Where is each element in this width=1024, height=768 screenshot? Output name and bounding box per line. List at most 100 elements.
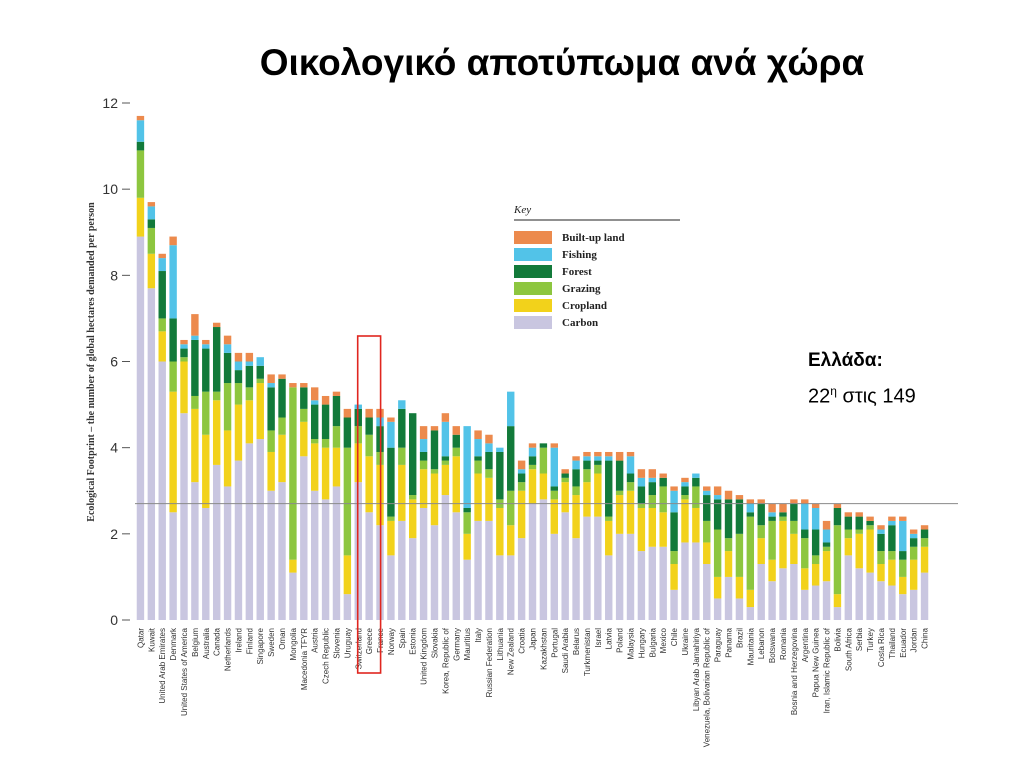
bar-segment-fishing <box>234 361 243 371</box>
x-tick-label: Slovakia <box>431 627 440 658</box>
x-tick-label: Russian Federation <box>485 628 494 697</box>
bar-segment-cropland <box>256 383 264 440</box>
bar-segment-cropland <box>387 520 395 556</box>
x-tick-label: Serbia <box>855 627 864 651</box>
bar-segment-forest <box>790 503 798 521</box>
bar-segment-built-up-land <box>485 434 493 444</box>
bar-segment-grazing <box>615 490 624 496</box>
bar-segment-forest <box>681 486 689 496</box>
x-tick-label: Ukraine <box>681 627 690 655</box>
bar-segment-carbon <box>713 598 722 620</box>
legend-swatch-cropland <box>514 299 552 312</box>
bar-segment-carbon <box>310 490 319 620</box>
bar-segment-built-up-land <box>474 430 482 440</box>
bar-segment-forest <box>278 378 286 418</box>
bar-segment-cropland <box>724 551 733 577</box>
bar-segment-grazing <box>474 460 482 474</box>
bar-segment-carbon <box>223 486 232 620</box>
x-tick-label: Chile <box>670 627 679 646</box>
bar-segment-carbon <box>441 495 450 620</box>
x-tick-label: Ecuador <box>899 628 908 658</box>
bar-segment-grazing <box>485 469 493 478</box>
bar-segment-fishing <box>528 447 537 457</box>
bar-segment-carbon <box>452 512 460 620</box>
bar-segment-carbon <box>626 533 635 620</box>
bar-segment-carbon <box>463 559 471 620</box>
x-tick-label: Slovenia <box>333 627 342 658</box>
bar-segment-fishing <box>888 520 896 526</box>
bar-segment-grazing <box>202 391 210 435</box>
x-tick-label: Norway <box>387 628 396 655</box>
bar-segment-fishing <box>822 529 831 543</box>
y-tick-label: 2 <box>110 526 118 542</box>
bar-segment-built-up-land <box>909 529 918 534</box>
bar-segment-forest <box>779 512 787 517</box>
x-tick-label: South Africa <box>844 627 853 671</box>
x-tick-label: Hungary <box>637 628 646 658</box>
bar-segment-forest <box>746 512 755 517</box>
bar-segment-built-up-land <box>888 516 896 521</box>
bar-segment-carbon <box>724 576 733 620</box>
bar-segment-cropland <box>594 473 602 517</box>
bar-segment-cropland <box>801 568 809 590</box>
x-tick-label: New Zealand <box>507 628 516 675</box>
bar-segment-forest <box>877 533 885 552</box>
bar-segment-carbon <box>899 594 907 620</box>
bar-segment-forest <box>648 482 656 496</box>
bar-segment-built-up-land <box>899 516 907 521</box>
bar-segment-built-up-land <box>626 451 635 457</box>
bar-segment-cropland <box>409 499 417 539</box>
x-tick-label: Papua New Guinea <box>812 627 821 697</box>
bar-segment-carbon <box>278 482 286 620</box>
bar-segment-carbon <box>398 520 406 620</box>
x-tick-label: Estonia <box>409 627 418 654</box>
slide-title: Οικολογικό αποτύπωμα ανά χώρα <box>259 42 865 83</box>
bar-segment-built-up-land <box>659 473 667 478</box>
bar-segment-grazing <box>713 529 722 577</box>
bar-segment-carbon <box>300 456 308 620</box>
bar-segment-cropland <box>343 555 352 595</box>
x-tick-label: Costa Rica <box>877 627 886 667</box>
bar-segment-carbon <box>256 439 264 620</box>
bar-segment-grazing <box>572 486 580 496</box>
bar-segment-cropland <box>365 456 373 513</box>
bar-segment-carbon <box>637 551 646 620</box>
bar-segment-carbon <box>757 563 765 620</box>
bar-segment-cropland <box>441 464 450 496</box>
bar-segment-cropland <box>670 563 678 590</box>
x-tick-label: Poland <box>616 628 625 653</box>
bar-segment-forest <box>822 542 831 547</box>
x-tick-label: Paraguay <box>714 628 723 662</box>
bar-segment-grazing <box>387 516 395 521</box>
bar-segment-grazing <box>855 529 863 534</box>
legend: Key Built-up land Fishing Forest Grazing Crop… <box>513 204 680 329</box>
bar-segment-cropland <box>899 576 907 595</box>
x-tick-label: Argentina <box>801 627 810 662</box>
bar-segment-carbon <box>605 555 613 621</box>
x-tick-label: Uruguay <box>343 628 352 658</box>
x-tick-label: Spain <box>398 628 407 648</box>
x-tick-label: Oman <box>278 628 287 650</box>
bar-segment-built-up-land <box>779 503 787 513</box>
bar-segment-forest <box>158 271 166 319</box>
bar-segment-carbon <box>409 538 417 620</box>
bar-segment-grazing <box>180 357 188 362</box>
bar-segment-built-up-land <box>833 503 842 508</box>
bar-segment-cropland <box>278 434 286 483</box>
bar-segment-cropland <box>398 464 406 521</box>
bar-segment-built-up-land <box>234 352 243 362</box>
bar-segment-built-up-land <box>517 460 526 470</box>
bar-segment-forest <box>866 520 874 526</box>
bar-segment-cropland <box>909 559 918 590</box>
bar-segment-grazing <box>256 378 264 384</box>
bar-segment-carbon <box>822 581 831 620</box>
bar-segment-built-up-land <box>158 253 166 259</box>
note-rank-number: 22 <box>808 385 831 408</box>
bar-segment-cropland <box>321 447 330 500</box>
x-tick-label: Mauritania <box>746 627 755 665</box>
bar-segment-fishing <box>583 456 591 461</box>
bar-segment-built-up-land <box>419 426 428 440</box>
bar-segment-grazing <box>223 383 232 431</box>
bar-segment-fishing <box>474 439 482 457</box>
bar-segment-forest <box>550 486 558 491</box>
